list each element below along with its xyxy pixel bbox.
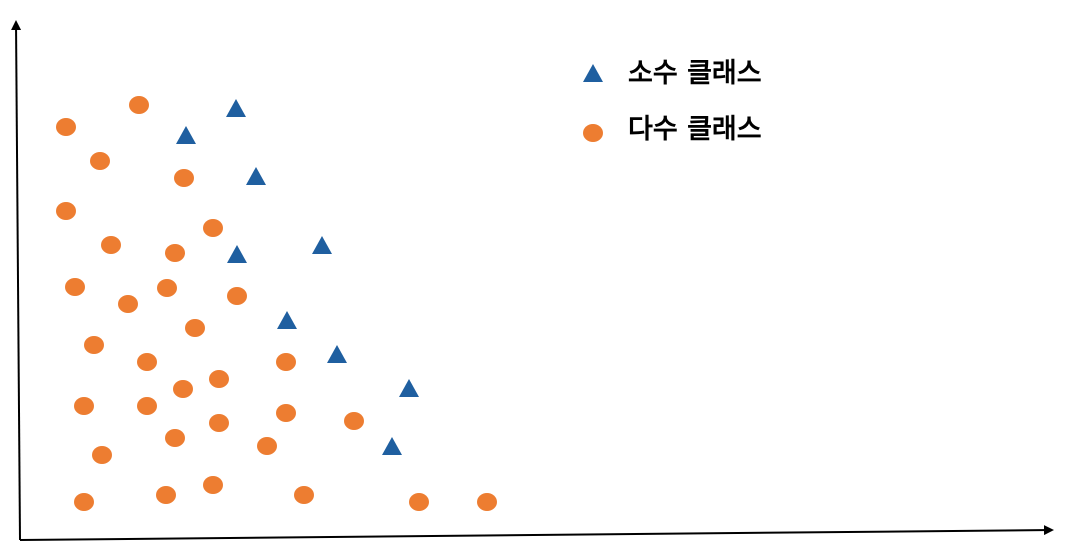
majority-circle-point [118, 295, 138, 313]
minority-triangle-point [327, 345, 347, 363]
legend-triangle-icon [583, 64, 603, 82]
majority-circle-point [276, 404, 296, 422]
minority-triangle-point [226, 99, 246, 117]
majority-circle-point [165, 244, 185, 262]
minority-triangle-point [399, 379, 419, 397]
majority-circle-point [257, 437, 277, 455]
majority-circle-point [157, 279, 177, 297]
minority-triangle-point [246, 167, 266, 185]
legend-circle-icon [583, 124, 603, 142]
majority-circle-point [203, 476, 223, 494]
majority-circle-point [174, 169, 194, 187]
majority-circle-point [477, 493, 497, 511]
legend-label-minority: 소수 클래스 [628, 58, 762, 89]
y-axis [11, 20, 22, 541]
majority-circle-point [294, 486, 314, 504]
majority-circle-point [185, 319, 205, 337]
majority-circle-point [137, 353, 157, 371]
majority-circle-point [137, 397, 157, 415]
majority-circle-point [92, 446, 112, 464]
minority-triangle-point [227, 245, 247, 263]
majority-circle-point [156, 486, 176, 504]
majority-circle-point [209, 370, 229, 388]
x-axis [19, 525, 1054, 541]
majority-circle-point [344, 412, 364, 430]
legend-item-minority: 소수 클래스 [583, 58, 762, 89]
majority-circle-point [209, 414, 229, 432]
majority-circle-point [173, 380, 193, 398]
minority-triangle-point [176, 126, 196, 144]
majority-circle-point [56, 118, 76, 136]
majority-circle-point [65, 278, 85, 296]
minority-triangle-point [277, 311, 297, 329]
legend-item-majority: 다수 클래스 [583, 114, 762, 145]
minority-triangle-point [382, 437, 402, 455]
majority-circle-point [227, 287, 247, 305]
majority-circle-point [84, 336, 104, 354]
majority-circle-point [90, 152, 110, 170]
majority-circle-point [101, 236, 121, 254]
majority-circle-point [409, 493, 429, 511]
majority-circle-point [203, 219, 223, 237]
majority-circle-point [276, 353, 296, 371]
majority-circle-point [56, 202, 76, 220]
majority-circle-point [165, 429, 185, 447]
minority-triangle-point [312, 236, 332, 254]
majority-circle-point [74, 397, 94, 415]
legend: 소수 클래스 다수 클래스 [583, 58, 762, 145]
legend-label-majority: 다수 클래스 [628, 114, 762, 145]
majority-circle-point [129, 96, 149, 114]
plot-points [56, 96, 497, 511]
majority-circle-point [74, 493, 94, 511]
